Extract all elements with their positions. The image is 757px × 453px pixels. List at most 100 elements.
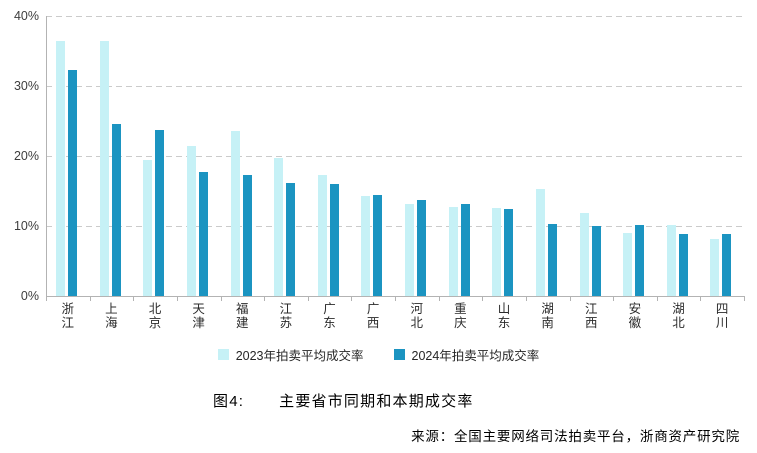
x-axis-label-广西: 广西 [351, 302, 395, 330]
x-axis-label-char: 建 [236, 315, 249, 330]
x-axis-label-char: 庆 [454, 315, 467, 330]
bar-2024-山东 [504, 208, 514, 296]
bar-2023-江苏 [274, 158, 284, 296]
bar-2023-天津 [186, 145, 196, 296]
legend-item-2023: 2023年拍卖平均成交率 [217, 345, 364, 364]
x-axis-label-char: 西 [585, 315, 598, 330]
x-axis-label-char: 京 [148, 315, 162, 330]
bar-2024-福建 [242, 174, 252, 296]
x-axis-tick [351, 296, 353, 301]
x-axis-label-北京: 北京 [133, 302, 177, 330]
x-axis-tick [569, 296, 571, 301]
x-axis-label-char: 广 [366, 302, 380, 316]
x-axis-label-char: 东 [323, 315, 336, 330]
x-axis-label-天津: 天津 [177, 302, 221, 330]
bar-2024-江西 [591, 226, 601, 296]
bar-2023-广西 [361, 195, 371, 296]
x-axis-label-char: 重 [454, 302, 467, 316]
source-note: 来源：全国主要网络司法拍卖平台，浙商资产研究院 [411, 429, 740, 444]
bar-2023-湖南 [535, 188, 545, 296]
bar-2023-江西 [579, 212, 589, 296]
x-axis-label-char: 上 [105, 302, 118, 316]
bar-2024-广西 [373, 195, 383, 296]
x-axis-label-char: 天 [192, 302, 205, 316]
y-axis-label: 40% [13, 9, 39, 23]
y-axis-label: 20% [13, 149, 39, 163]
x-axis-tick [482, 296, 484, 301]
gridline-10% [46, 226, 744, 227]
x-axis-label-广东: 广东 [308, 302, 352, 330]
x-axis-label-char: 西 [366, 315, 380, 330]
x-axis-label-浙江: 浙江 [46, 302, 90, 330]
x-axis-label-char: 南 [541, 315, 554, 330]
x-axis-label-char: 福 [236, 302, 249, 316]
x-axis-label-char: 广 [323, 302, 336, 316]
bar-2023-山东 [492, 207, 502, 296]
x-axis-label-char: 四 [715, 302, 729, 316]
bar-2023-福建 [230, 130, 240, 296]
x-axis-label-char: 北 [672, 315, 685, 330]
x-axis-tick [700, 296, 702, 301]
x-axis-label-char: 海 [105, 315, 118, 330]
x-axis-label-char: 山 [497, 302, 511, 316]
x-axis-tick [438, 296, 440, 301]
x-axis-label-char: 东 [497, 315, 511, 330]
legend-swatch-2024 [393, 349, 405, 360]
figure-title: 主要省市同期和本期成交率 [279, 393, 474, 410]
x-axis-tick [744, 296, 745, 301]
x-axis-label-char: 徽 [628, 315, 642, 330]
bar-2024-浙江 [68, 69, 77, 296]
x-axis-label-上海: 上海 [90, 302, 134, 330]
x-axis-tick [395, 296, 396, 301]
x-axis-tick [264, 296, 266, 301]
gridline-20% [46, 156, 744, 157]
x-axis-label-char: 江 [585, 302, 598, 316]
x-axis-label-char: 河 [410, 302, 424, 316]
bar-2023-重庆 [448, 207, 458, 296]
x-axis-tick [613, 296, 615, 301]
bar-2023-河北 [405, 204, 414, 296]
bar-2024-上海 [111, 123, 121, 296]
bar-2024-湖南 [547, 223, 557, 296]
x-axis-label-char: 江 [279, 302, 293, 316]
x-axis-label-四川: 四川 [700, 302, 744, 330]
bar-2024-江苏 [286, 182, 296, 296]
bar-2023-四川 [710, 239, 720, 296]
x-axis-tick [133, 296, 135, 301]
x-axis-label-江西: 江西 [570, 302, 614, 330]
bar-2024-河北 [417, 200, 426, 296]
x-axis-label-char: 北 [148, 302, 162, 316]
x-axis-label-char: 江 [61, 315, 75, 330]
x-axis-label-江苏: 江苏 [264, 302, 308, 330]
x-axis-label-char: 浙 [61, 302, 75, 316]
x-axis-label-重庆: 重庆 [439, 302, 483, 330]
x-axis-label-char: 津 [192, 315, 205, 330]
x-axis-label-char: 湖 [672, 302, 685, 316]
gridline-40% [46, 16, 744, 17]
gridline-30% [46, 86, 744, 87]
y-axis-label: 10% [13, 219, 39, 233]
x-axis-tick [220, 296, 222, 301]
bar-chart-plot: 0% 10% 20% 30% 40% 浙江上海北京天津福建江苏广东广西河北重庆山东湖南江西… [13, 9, 745, 330]
bar-2023-北京 [143, 159, 153, 296]
bar-2024-重庆 [460, 203, 470, 296]
x-axis-label-char: 苏 [279, 315, 293, 330]
bar-2023-广东 [317, 174, 327, 296]
bar-2024-广东 [329, 184, 339, 296]
legend-label-2023: 2023年拍卖平均成交率 [235, 349, 364, 363]
bar-2023-浙江 [56, 41, 65, 296]
x-axis-label-山东: 山东 [482, 302, 526, 330]
y-axis-label: 0% [20, 289, 39, 303]
chart-legend: 2023年拍卖平均成交率 2024年拍卖平均成交率 [0, 345, 757, 364]
bar-2023-湖北 [666, 224, 676, 296]
x-axis-label-福建: 福建 [221, 302, 265, 330]
x-axis-tick [307, 296, 309, 301]
x-axis-label-湖南: 湖南 [526, 302, 570, 330]
y-axis-line [46, 16, 47, 296]
legend-label-2024: 2024年拍卖平均成交率 [411, 349, 540, 363]
bar-2024-天津 [198, 172, 208, 296]
figure-caption: 图4: 主要省市同期和本期成交率 [0, 390, 757, 411]
bar-2024-湖北 [678, 233, 688, 296]
bar-2023-上海 [99, 41, 109, 296]
